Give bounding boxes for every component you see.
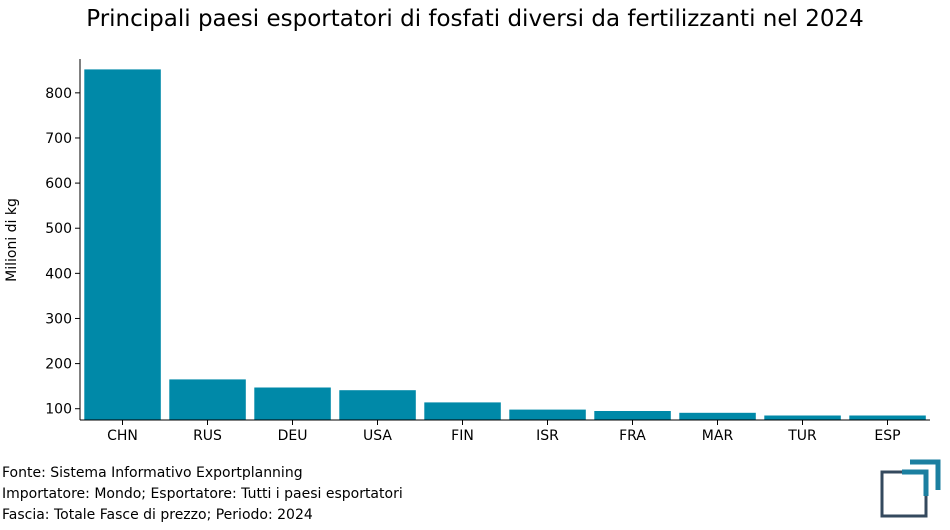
bar-isr	[509, 409, 586, 420]
x-tick-label: CHN	[107, 428, 138, 444]
bar-mar	[679, 412, 756, 420]
logo-frame	[880, 470, 928, 518]
x-tick-label: TUR	[787, 428, 817, 444]
bars-layer	[84, 69, 926, 421]
footer-source: Fonte: Sistema Informativo Exportplannin…	[2, 465, 303, 481]
bar-fra	[594, 411, 671, 420]
exportplanning-logo-icon	[880, 459, 941, 518]
y-tick-label: 800	[45, 86, 72, 102]
x-tick-label: ESP	[874, 428, 900, 444]
x-tick-label: RUS	[193, 428, 222, 444]
bar-chn	[84, 69, 161, 421]
bar-chart: CHN RUS DEU USA FIN ISR FRA MAR TUR ESP 100 200 300 4…	[4, 59, 930, 444]
y-tick-label: 400	[45, 266, 72, 282]
logo-arrow-inner	[902, 469, 929, 496]
y-tick-label: 600	[45, 176, 72, 192]
y-tick-label: 100	[45, 402, 72, 418]
chart-title: Principali paesi esportatori di fosfati …	[86, 6, 864, 32]
bar-esp	[849, 415, 926, 420]
bar-deu	[254, 387, 331, 420]
bar-tur	[764, 415, 841, 420]
y-axis-label: Milioni di kg	[4, 198, 20, 282]
y-tick-label: 300	[45, 311, 72, 327]
x-tick-label: USA	[363, 428, 392, 444]
logo-arrow-outer	[910, 459, 941, 490]
axes-layer: CHN RUS DEU USA FIN ISR FRA MAR TUR ESP 100 200 300 4…	[45, 59, 930, 444]
bar-fin	[424, 402, 501, 420]
x-tick-label: MAR	[702, 428, 734, 444]
footer-scope: Importatore: Mondo; Esportatore: Tutti i…	[2, 486, 403, 502]
x-tick-label: ISR	[536, 428, 559, 444]
x-tick-label: FRA	[619, 428, 646, 444]
footer-band: Fascia: Totale Fasce di prezzo; Periodo:…	[2, 507, 313, 523]
x-tick-label: FIN	[451, 428, 474, 444]
y-tick-label: 500	[45, 221, 72, 237]
bar-rus	[169, 379, 246, 420]
y-tick-label: 700	[45, 131, 72, 147]
y-tick-label: 200	[45, 357, 72, 373]
bar-usa	[339, 390, 416, 420]
x-tick-label: DEU	[278, 428, 308, 444]
